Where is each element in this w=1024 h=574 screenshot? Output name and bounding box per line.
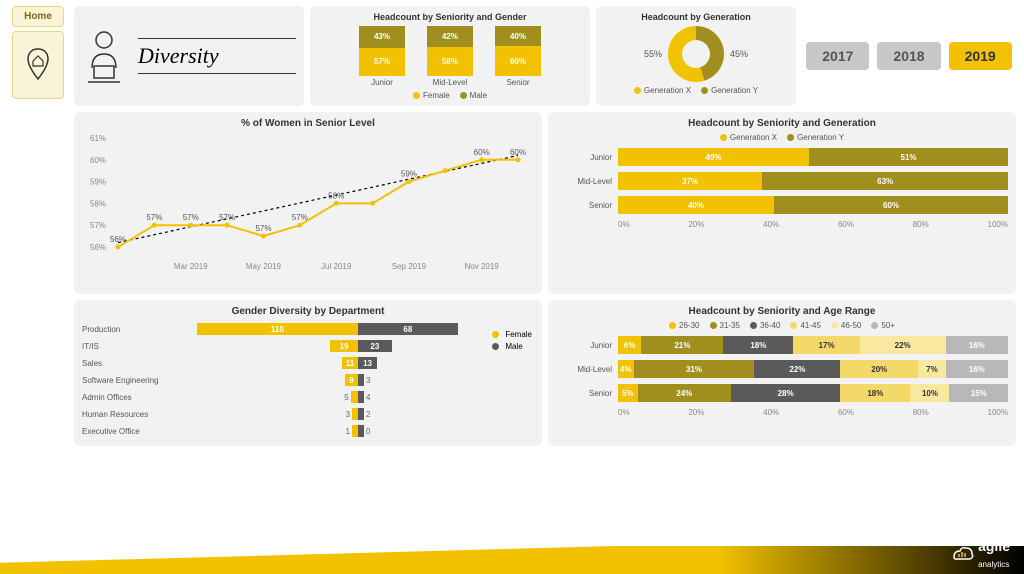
year-button-2017[interactable]: 2017 [806,42,869,70]
svg-text:57%: 57% [146,213,162,222]
svg-text:60%: 60% [474,148,490,157]
hbar-row: Junior 49% 51% [556,148,1008,166]
chart-title: Gender Diversity by Department [82,306,534,317]
dept-row: IT/IS 19 23 [82,338,534,354]
footer: agileanalytics [0,534,1024,574]
hbar-row: Senior5%24%28%18%10%15% [556,384,1008,402]
svg-text:May 2019: May 2019 [246,262,282,271]
svg-text:Nov 2019: Nov 2019 [465,262,500,271]
svg-text:57%: 57% [255,224,271,233]
women-senior-card: % of Women in Senior Level 56% 57% 58% 59% 6… [74,112,542,294]
generation-donut-card: Headcount by Generation 55% 45% Generati… [596,6,796,106]
svg-text:57%: 57% [183,213,199,222]
title-card: Diversity [74,6,304,106]
svg-text:61%: 61% [90,134,106,143]
svg-text:58%: 58% [90,199,106,208]
logo: agileanalytics [952,538,1010,570]
hbar-row: Senior 40% 60% [556,196,1008,214]
donut-chart [668,26,724,82]
chart-title: Headcount by Seniority and Gender [318,12,582,22]
chart-title: Headcount by Seniority and Age Range [556,306,1008,317]
legend-label: Generation X [644,86,691,95]
svg-text:57%: 57% [219,213,235,222]
seniority-generation-card: Headcount by Seniority and Generation Ge… [548,112,1016,294]
svg-text:Mar 2019: Mar 2019 [174,262,208,271]
legend-label: Generation Y [797,133,844,142]
svg-text:57%: 57% [292,213,308,222]
svg-text:56%: 56% [110,235,126,244]
seniority-age-card: Headcount by Seniority and Age Range 26-… [548,300,1016,446]
dept-row: Human Resources 3 2 [82,406,534,422]
home-button[interactable]: Home [12,6,64,27]
chart-title: Headcount by Seniority and Generation [556,118,1008,129]
legend-label: Male [470,91,487,100]
legend-label: Female [423,91,450,100]
dept-row: Admin Offices 5 4 [82,389,534,405]
dept-row: Software Engineering 9 3 [82,372,534,388]
home-icon[interactable] [12,31,64,99]
svg-text:59%: 59% [90,178,106,187]
dept-row: Sales 11 13 [82,355,534,371]
legend-label: Generation X [730,133,777,142]
svg-text:59%: 59% [401,170,417,179]
svg-text:60%: 60% [510,148,526,157]
hbar-row: Mid-Level4%31%22%20%7%16% [556,360,1008,378]
svg-text:56%: 56% [90,243,106,252]
legend-label: Generation Y [711,86,758,95]
dept-row: Executive Office 1 0 [82,423,534,439]
gender-dept-card: Gender Diversity by Department Female Ma… [74,300,542,446]
hbar-row: Mid-Level 37% 63% [556,172,1008,190]
donut-left-label: 55% [644,49,662,59]
dept-row: Production 110 68 [82,321,534,337]
svg-text:Jul 2019: Jul 2019 [321,262,352,271]
donut-right-label: 45% [730,49,748,59]
person-icon [82,26,126,86]
svg-text:60%: 60% [90,156,106,165]
page-title: Diversity [138,39,296,73]
svg-text:58%: 58% [328,191,344,200]
year-button-2018[interactable]: 2018 [877,42,940,70]
hbar-row: Junior6%21%18%17%22%16% [556,336,1008,354]
svg-text:57%: 57% [90,221,106,230]
svg-text:Sep 2019: Sep 2019 [392,262,427,271]
year-button-2019[interactable]: 2019 [949,42,1012,70]
chart-title: Headcount by Generation [604,12,788,22]
seniority-gender-card: Headcount by Seniority and Gender 43%57%… [310,6,590,106]
year-selector: 2017 2018 2019 [802,6,1016,106]
chart-title: % of Women in Senior Level [82,118,534,129]
